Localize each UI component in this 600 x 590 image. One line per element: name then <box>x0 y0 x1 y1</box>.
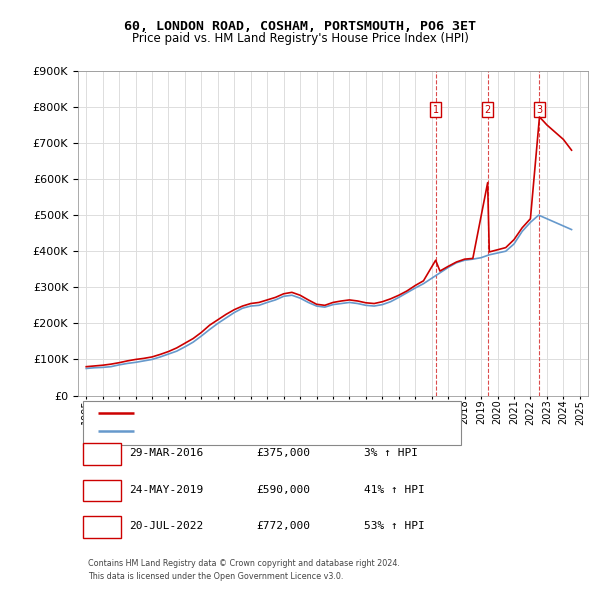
Text: £590,000: £590,000 <box>257 484 311 494</box>
Text: 53% ↑ HPI: 53% ↑ HPI <box>364 521 424 531</box>
Text: 3: 3 <box>99 521 106 531</box>
Text: £772,000: £772,000 <box>257 521 311 531</box>
Text: 2: 2 <box>99 484 106 494</box>
Text: 29-MAR-2016: 29-MAR-2016 <box>129 448 203 458</box>
Text: 60, LONDON ROAD, COSHAM, PORTSMOUTH, PO6 3ET (detached house): 60, LONDON ROAD, COSHAM, PORTSMOUTH, PO6… <box>145 408 464 417</box>
Text: 3: 3 <box>536 105 542 115</box>
Text: This data is licensed under the Open Government Licence v3.0.: This data is licensed under the Open Gov… <box>88 572 344 581</box>
Text: 2: 2 <box>485 105 491 115</box>
Text: £375,000: £375,000 <box>257 448 311 458</box>
Text: HPI: Average price, detached house, Portsmouth: HPI: Average price, detached house, Port… <box>145 427 386 435</box>
FancyBboxPatch shape <box>83 516 121 538</box>
Text: Price paid vs. HM Land Registry's House Price Index (HPI): Price paid vs. HM Land Registry's House … <box>131 32 469 45</box>
Text: 41% ↑ HPI: 41% ↑ HPI <box>364 484 424 494</box>
FancyBboxPatch shape <box>83 480 121 502</box>
Text: 20-JUL-2022: 20-JUL-2022 <box>129 521 203 531</box>
Text: 1: 1 <box>433 105 439 115</box>
Text: 60, LONDON ROAD, COSHAM, PORTSMOUTH, PO6 3ET: 60, LONDON ROAD, COSHAM, PORTSMOUTH, PO6… <box>124 20 476 33</box>
FancyBboxPatch shape <box>83 443 121 465</box>
Text: 1: 1 <box>99 448 106 458</box>
FancyBboxPatch shape <box>83 401 461 445</box>
Text: Contains HM Land Registry data © Crown copyright and database right 2024.: Contains HM Land Registry data © Crown c… <box>88 559 400 568</box>
Text: 3% ↑ HPI: 3% ↑ HPI <box>364 448 418 458</box>
Text: 24-MAY-2019: 24-MAY-2019 <box>129 484 203 494</box>
